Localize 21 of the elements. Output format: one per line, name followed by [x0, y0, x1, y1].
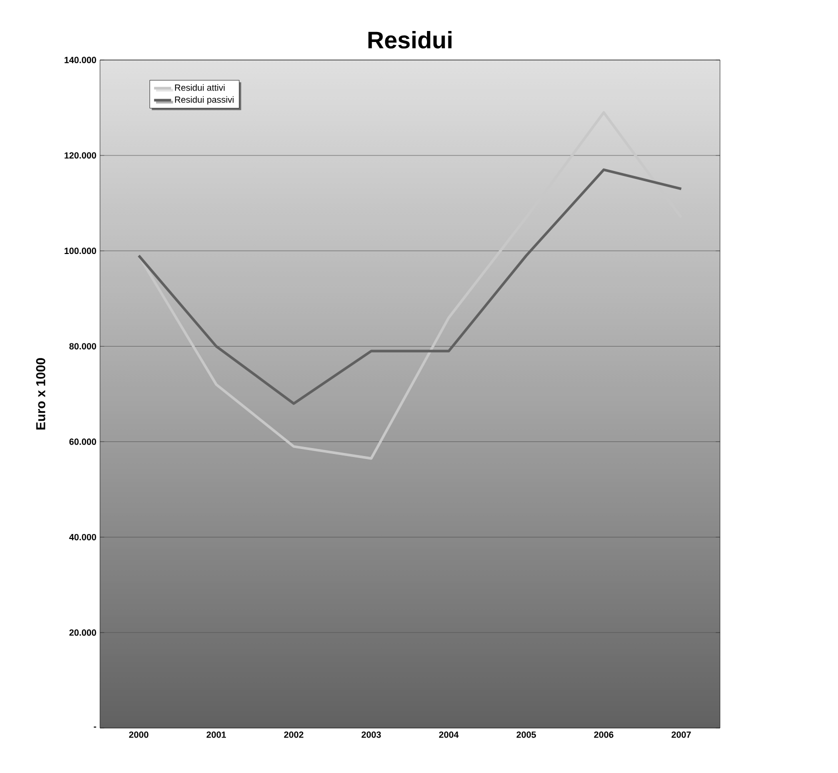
y-tick-label: 40.000 — [69, 534, 96, 540]
x-tick-label: 2005 — [516, 732, 536, 738]
legend-label: Residui attivi — [175, 84, 225, 91]
x-tick-label: 2001 — [206, 732, 226, 738]
x-tick-label: 2007 — [672, 732, 691, 738]
y-tick-label: 60.000 — [69, 438, 96, 445]
y-tick-label: 120.000 — [64, 152, 96, 159]
y-tick-label: 100.000 — [64, 248, 96, 254]
y-tick-label: 80.000 — [69, 343, 96, 350]
x-tick-label: 2000 — [129, 732, 148, 738]
line-series — [137, 168, 683, 405]
y-tick-label: 140.000 — [64, 56, 96, 64]
chart-title: Residui — [368, 30, 452, 48]
legend-label: Residui passivi — [175, 96, 234, 105]
x-tick-label: 2004 — [439, 732, 459, 738]
y-tick-label: 20.000 — [69, 629, 96, 636]
x-tick-label: 2002 — [284, 732, 304, 738]
y-axis-title: Euro x 1000 — [36, 358, 46, 430]
x-tick-label: 2003 — [362, 732, 381, 738]
y-tick-label: - — [94, 726, 96, 728]
x-tick-label: 2006 — [594, 732, 614, 738]
